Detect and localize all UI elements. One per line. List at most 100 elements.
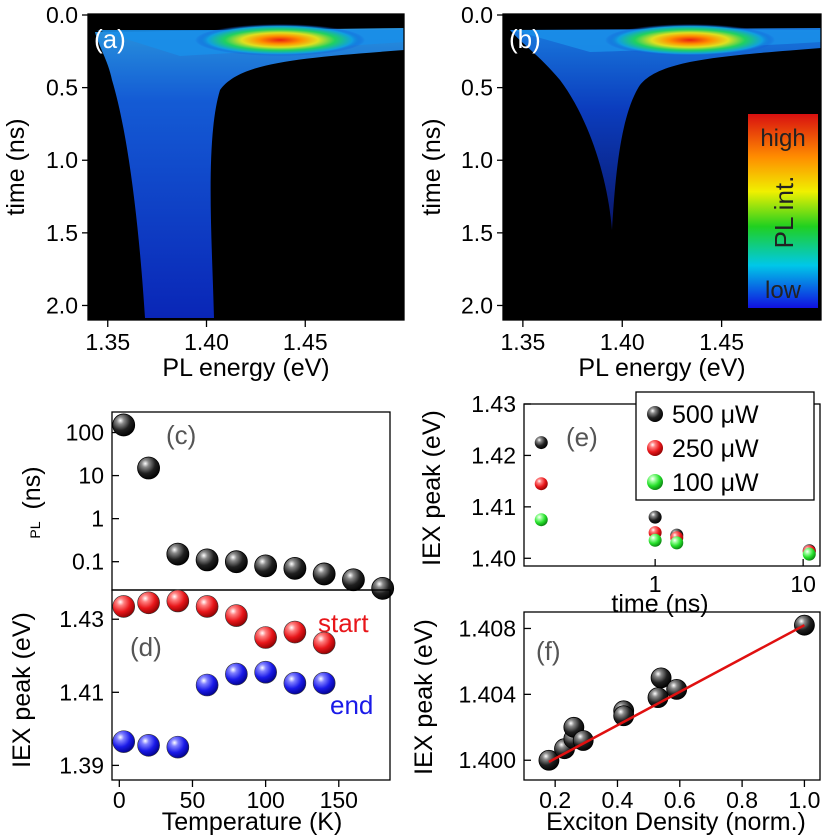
peak-point-2 [648,533,662,547]
y-tick-label-0.5: 0.5 [461,75,493,101]
x-tick-label-1.35: 1.35 [85,329,130,355]
peak-point-0 [534,436,548,450]
x-tick-label-f-0.2: 0.2 [539,787,571,813]
y-tick-label-d-1.39: 1.39 [59,752,104,778]
peak-point-2 [670,536,684,550]
start-point [283,620,307,644]
peak-point-2 [534,513,548,527]
y-tick-label-1.0: 1.0 [461,147,493,173]
plot-e: 1.43 1.42 1.41 1.40 1 10 [471,391,816,597]
start-point [195,595,219,618]
y-tick-label-e-1.43: 1.43 [471,391,516,417]
end-point [112,730,136,753]
x-axis-label-f: Exciton Density (norm.) [546,808,806,836]
lifetime-point [371,576,395,600]
heatmap-b-hotspot [605,24,775,56]
x-tick-label-1.45: 1.45 [283,329,328,355]
y-axis-label-e: IEX peak (eV) [418,410,446,566]
y-tick-label-2.0: 2.0 [461,292,493,318]
lifetime-point [224,550,248,574]
legend-label-1: 250 μW [672,435,759,463]
frame-b [502,13,822,321]
y-tick-label-c-100: 100 [66,420,104,446]
end-label: end [330,690,373,720]
y-tick-label-2.0: 2.0 [46,292,78,318]
y-tick-label-f-1.400: 1.400 [458,747,516,773]
x-tick-label-f-1.0: 1.0 [788,787,820,813]
y-axis-label-d: IEX peak (eV) [8,612,36,768]
legend: 500 μW 250 μW 100 μW [647,401,759,497]
lifetime-point [283,556,307,580]
panel-label-b: (b) [509,24,541,54]
y-axis-label-a: time (ns) [2,118,30,215]
frame-f [523,611,821,781]
panel-b: (b) 40K high PL int. low 1.35 1.40 1.45 0.0… [418,2,822,382]
peak-point-0 [648,510,662,524]
axis-ticks-a: 1.35 1.40 1.45 0.0 0.5 1.0 1.5 2.0 [46,2,328,355]
legend-label-2: 100 μW [672,469,759,497]
colorbar-high-label: high [760,125,805,152]
legend-marker-2 [647,474,663,490]
heatmap-b-emission [510,28,821,230]
plot-d: 1.43 1.41 1.39 0 50 100 150 [59,589,358,813]
temperature-label-a: 20K [304,282,351,312]
x-tick-label-d-0: 0 [113,787,126,813]
peak-point-1 [534,477,548,491]
legend-marker-1 [647,440,663,456]
start-point [254,626,277,649]
y-tick-label-c-1: 1 [91,506,104,532]
x-axis-label-a: PL energy (eV) [162,354,329,382]
panel-label-a: (a) [94,24,126,54]
temperature-label-b: 40K [668,282,715,312]
y-tick-label-e-1.42: 1.42 [471,442,516,468]
x-tick-label-e-10: 10 [790,571,816,597]
y-tick-label-d-1.43: 1.43 [59,606,104,632]
x-tick-label-1.35: 1.35 [500,329,545,355]
y-tick-label-1.5: 1.5 [461,220,493,246]
lifetime-point [254,554,278,578]
y-axis-label-b: time (ns) [418,118,446,215]
heatmap-a-hotspot [195,24,365,56]
y-tick-label-1.5: 1.5 [46,220,78,246]
fit-line [548,624,806,763]
y-tick-label-f-1.408: 1.408 [458,615,516,641]
end-point [195,673,219,697]
lifetime-point [312,562,336,586]
start-point [225,604,248,627]
lifetime-point [342,568,365,592]
x-tick-label-1.45: 1.45 [699,329,744,355]
y-tick-label-c-0.1: 0.1 [72,549,104,575]
y-tick-label-c-10: 10 [78,463,104,489]
lifetime-point [112,413,136,437]
panel-label-d: (d) [130,632,162,662]
frame-d [111,589,391,781]
panel-c: (c) PL (ns) 100 10 1 0.1 [18,411,395,600]
density-point [538,749,560,771]
legend-marker-0 [647,406,663,422]
x-axis-label-d: Temperature (K) [162,808,343,836]
heatmap-a-emission [95,28,404,318]
lifetime-point [195,548,219,572]
x-tick-label-f-0.4: 0.4 [601,787,633,813]
axis-ticks-b: 1.35 1.40 1.45 0.0 0.5 1.0 1.5 2.0 [461,2,744,355]
x-tick-label-d-100: 100 [246,787,284,813]
start-point [112,595,136,618]
colorbar-title: PL int. [769,176,799,249]
x-axis-label-b: PL energy (eV) [578,354,745,382]
y-tick-label-e-1.41: 1.41 [471,494,516,520]
plot-c: 100 10 1 0.1 [66,413,395,600]
x-tick-label-1.40: 1.40 [184,329,229,355]
y-tick-label-0.0: 0.0 [46,2,78,28]
y-tick-label-e-1.40: 1.40 [471,545,516,571]
start-point [137,591,160,615]
y-tick-label-1.0: 1.0 [46,147,78,173]
peak-point-2 [802,547,816,561]
x-tick-label-f-0.8: 0.8 [726,787,758,813]
x-tick-label-f-0.6: 0.6 [664,787,696,813]
x-tick-label-1.40: 1.40 [600,329,645,355]
end-point [166,735,190,759]
x-tick-label-d-50: 50 [180,787,206,813]
end-point [137,733,160,757]
y-axis-label-f: IEX peak (eV) [410,619,438,775]
